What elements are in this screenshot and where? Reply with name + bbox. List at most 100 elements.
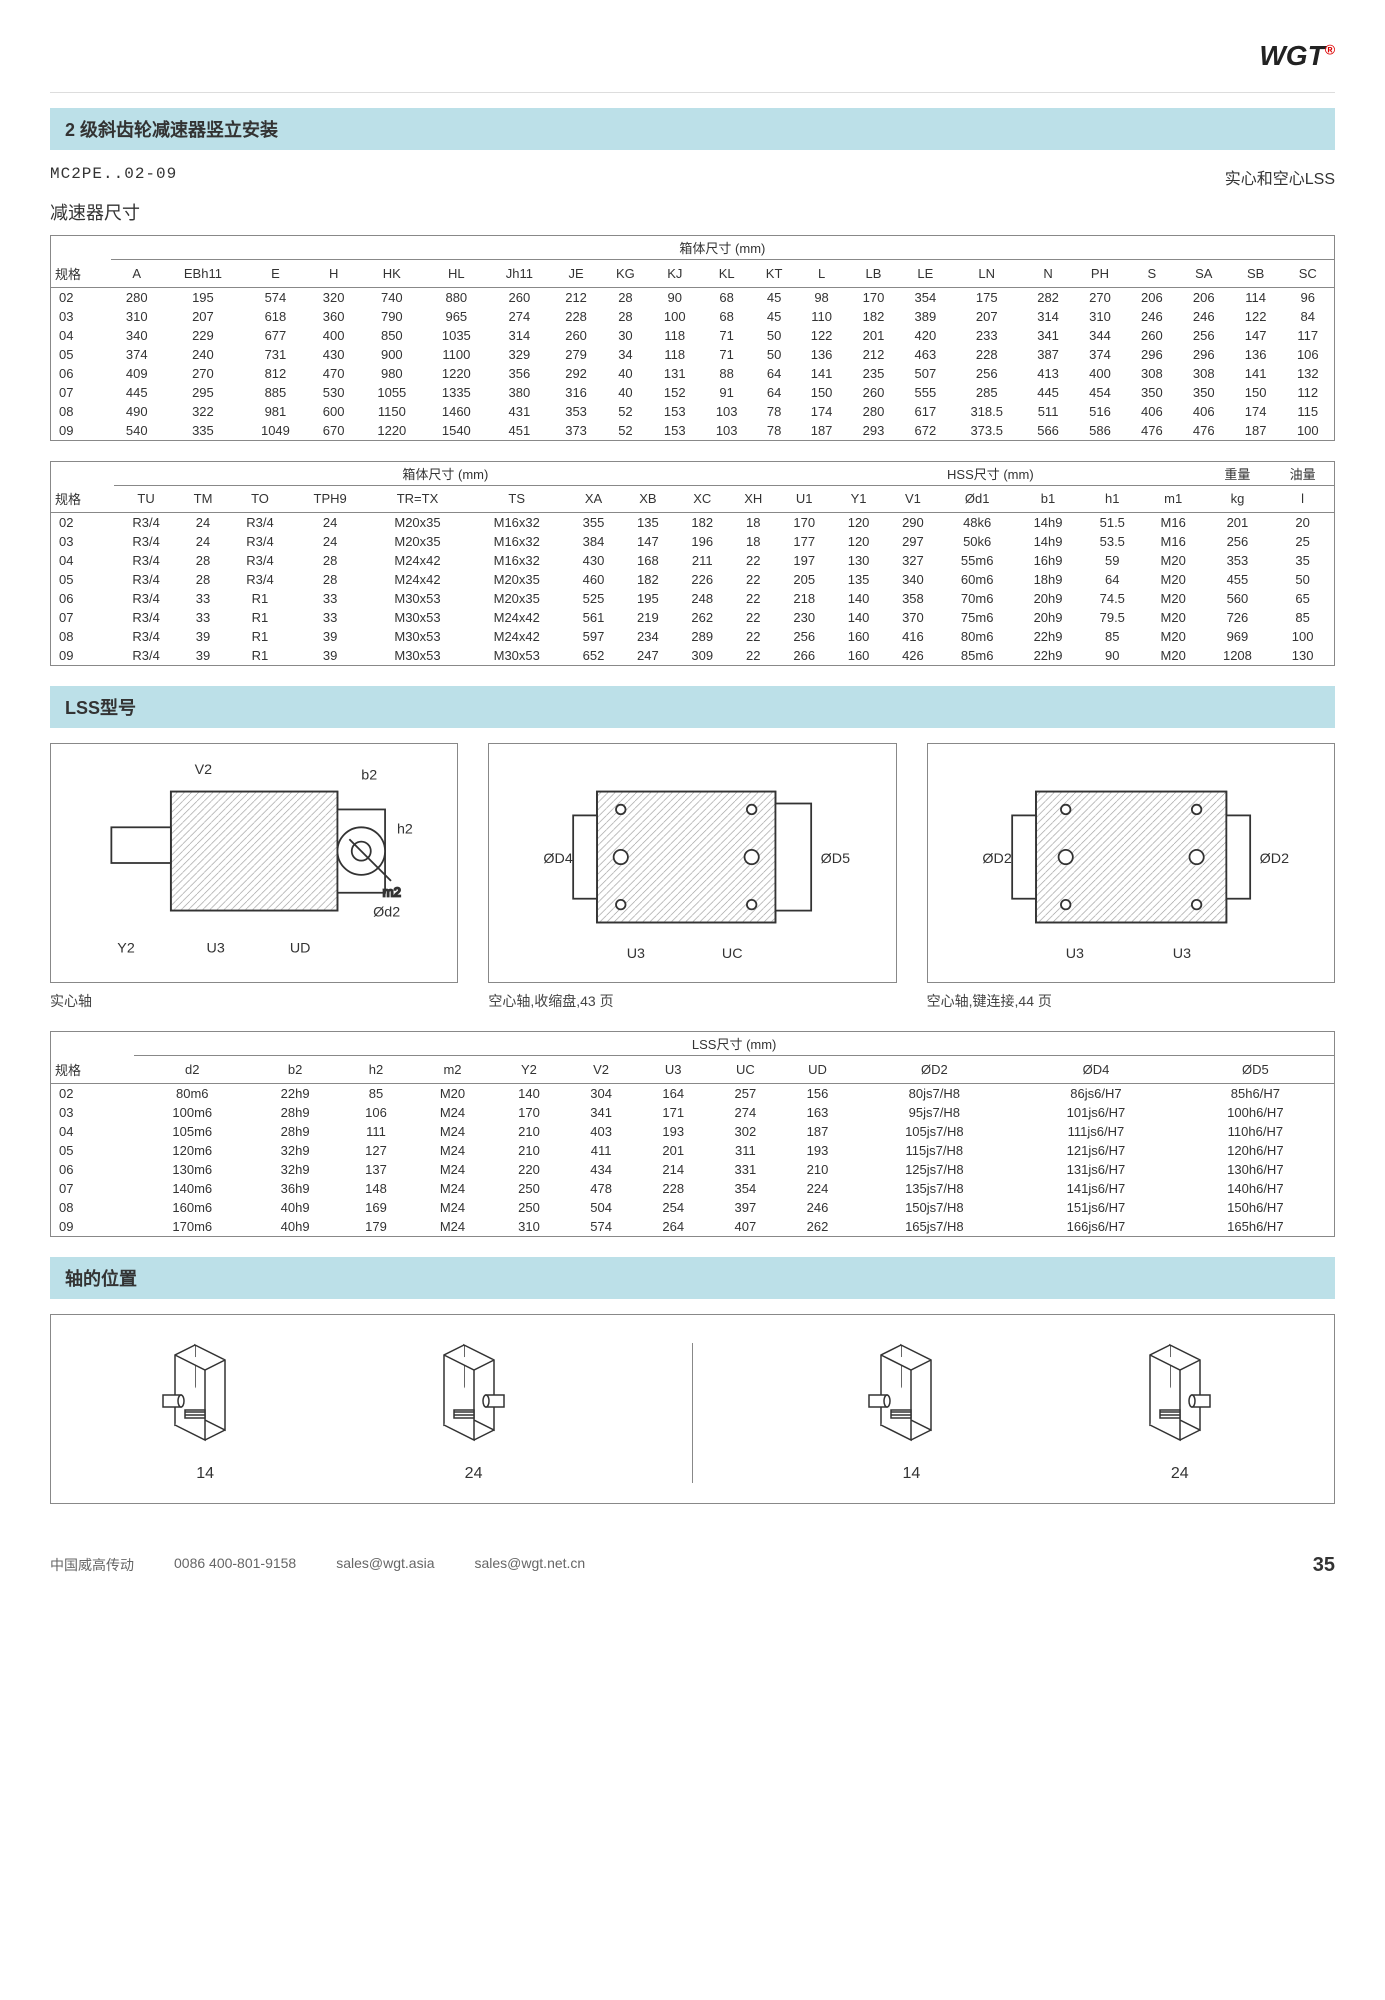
table-cell: 03: [51, 532, 114, 551]
table-cell: 329: [489, 345, 551, 364]
table-cell: M24: [412, 1198, 493, 1217]
footer-left: 中国威高传动 0086 400-801-9158 sales@wgt.asia …: [50, 1555, 585, 1575]
table-cell: 297: [886, 532, 940, 551]
col-header: UD: [781, 1056, 853, 1084]
table-cell: 30: [602, 326, 649, 345]
shaft-position-row: 14 24 14 24: [50, 1314, 1335, 1504]
col-header: U3: [637, 1056, 709, 1084]
table-cell: 04: [51, 551, 114, 570]
table-cell: 314: [489, 326, 551, 345]
table-cell: 24: [179, 532, 228, 551]
table-cell: M16x32: [467, 532, 566, 551]
table-cell: 96: [1282, 287, 1335, 307]
table-cell: 354: [709, 1179, 781, 1198]
table-cell: 182: [675, 513, 729, 533]
svg-text:Y2: Y2: [117, 940, 135, 956]
table-cell: 55m6: [940, 551, 1014, 570]
table-cell: 106: [1282, 345, 1335, 364]
table-cell: 670: [308, 421, 360, 441]
table-cell: 280: [111, 287, 163, 307]
table-cell: 969: [1204, 627, 1272, 646]
col-header: LB: [848, 260, 900, 288]
table-cell: 84: [1282, 307, 1335, 326]
table-cell: M20: [1143, 608, 1204, 627]
col-header: PH: [1074, 260, 1126, 288]
table-cell: 52: [602, 421, 649, 441]
table-cell: R1: [228, 608, 293, 627]
table-cell: R1: [228, 646, 293, 666]
header: WGT®: [50, 30, 1335, 93]
col-header: m1: [1143, 485, 1204, 513]
table-cell: 125js7/H8: [854, 1160, 1016, 1179]
table-cell: M20: [1143, 551, 1204, 570]
table-cell: 06: [51, 1160, 135, 1179]
table-cell: 1049: [243, 421, 308, 441]
model-code: MC2PE..02-09: [50, 165, 177, 189]
table-cell: 445: [111, 383, 163, 402]
col-header: S: [1126, 260, 1178, 288]
table-cell: 22h9: [250, 1083, 340, 1103]
table-cell: 478: [565, 1179, 637, 1198]
table-cell: 105m6: [134, 1122, 250, 1141]
table-cell: 476: [1178, 421, 1230, 441]
table-cell: 28: [179, 570, 228, 589]
table-cell: 170: [493, 1103, 565, 1122]
table-cell: 163: [781, 1103, 853, 1122]
table-cell: 174: [796, 402, 848, 421]
table-cell: 85m6: [940, 646, 1014, 666]
table-cell: 09: [51, 421, 111, 441]
table-cell: 28h9: [250, 1122, 340, 1141]
shaft-label: 14: [902, 1465, 920, 1483]
section-title: 2 级斜齿轮减速器竖立安装: [50, 108, 1335, 150]
table-cell: 91: [701, 383, 753, 402]
table-cell: 672: [899, 421, 951, 441]
table-cell: 234: [621, 627, 675, 646]
table-cell: 320: [308, 287, 360, 307]
table-cell: 78: [753, 421, 796, 441]
table-cell: 406: [1178, 402, 1230, 421]
table-cell: 135: [621, 513, 675, 533]
col-header: XH: [729, 485, 777, 513]
table-cell: 105js7/H8: [854, 1122, 1016, 1141]
table-cell: 280: [848, 402, 900, 421]
table-cell: R3/4: [114, 646, 179, 666]
table-cell: 434: [565, 1160, 637, 1179]
table-cell: 100: [649, 307, 701, 326]
table-cell: 100h6/H7: [1177, 1103, 1335, 1122]
table-cell: R1: [228, 627, 293, 646]
table-cell: M24x42: [368, 570, 467, 589]
table-cell: 260: [848, 383, 900, 402]
table-cell: 360: [308, 307, 360, 326]
table-cell: 182: [848, 307, 900, 326]
table-cell: 40h9: [250, 1217, 340, 1237]
table-cell: M30x53: [368, 627, 467, 646]
table-row: 09R3/439R139M30x53M30x536522473092226616…: [51, 646, 1335, 666]
table-cell: 504: [565, 1198, 637, 1217]
table-cell: 28: [179, 551, 228, 570]
table-cell: 219: [621, 608, 675, 627]
shaft-section-title: 轴的位置: [50, 1257, 1335, 1299]
table-cell: 1460: [424, 402, 489, 421]
col-header: KT: [753, 260, 796, 288]
table-cell: 235: [848, 364, 900, 383]
table-cell: 400: [308, 326, 360, 345]
col-header: XA: [566, 485, 620, 513]
col-header: A: [111, 260, 163, 288]
table-row: 05120m632h9127M24210411201311193115js7/H…: [51, 1141, 1335, 1160]
table-cell: M30x53: [467, 646, 566, 666]
col-header: LE: [899, 260, 951, 288]
table-cell: 88: [701, 364, 753, 383]
table-row: 0744529588553010551335380316401529164150…: [51, 383, 1335, 402]
col-header: m2: [412, 1056, 493, 1084]
table-cell: M16: [1143, 513, 1204, 533]
table-cell: R3/4: [114, 513, 179, 533]
table-cell: 50: [1271, 570, 1334, 589]
table-cell: 168: [621, 551, 675, 570]
table-cell: 36h9: [250, 1179, 340, 1198]
table-cell: 118: [649, 326, 701, 345]
table-cell: 106: [340, 1103, 412, 1122]
table-box-dimensions-2: 箱体尺寸 (mm) HSS尺寸 (mm) 重量 油量 规格TUTMTOTPH9T…: [50, 461, 1335, 667]
table-cell: 45: [753, 287, 796, 307]
table-cell: 28: [602, 287, 649, 307]
col-header: EBh11: [163, 260, 244, 288]
